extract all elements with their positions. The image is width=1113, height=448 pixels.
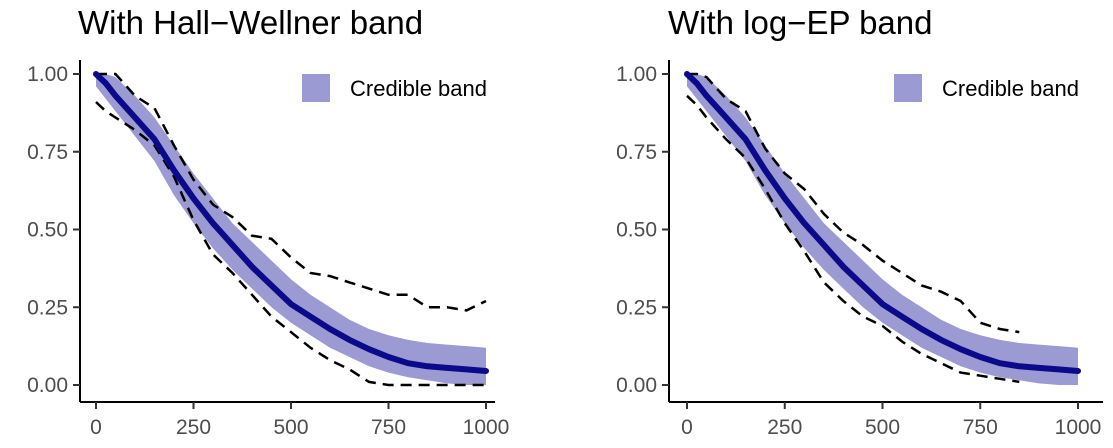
x-tick-label: 750 <box>371 416 406 439</box>
y-tick-label: 0.25 <box>27 296 68 319</box>
legend: Credible band <box>894 74 1079 102</box>
x-tick-label: 500 <box>273 416 308 439</box>
x-tick-label: 250 <box>767 416 802 439</box>
chart-title: With Hall−Wellner band <box>78 4 423 41</box>
y-tick-label: 1.00 <box>27 63 68 86</box>
y-tick-label: 0.50 <box>27 219 68 242</box>
x-tick-label: 250 <box>176 416 211 439</box>
right-panel-log-ep: With log−EP band 0.00 0.25 0.50 0.75 1.00 0 250… <box>616 4 1103 439</box>
upper-dashed-bound <box>96 72 487 312</box>
posterior-mean-line <box>93 71 489 374</box>
chart-title: With log−EP band <box>668 4 932 41</box>
x-tick-label: 500 <box>865 416 900 439</box>
x-tick-label: 750 <box>963 416 998 439</box>
y-tick-label: 0.00 <box>27 374 68 397</box>
y-tick-label: 0.50 <box>616 219 657 242</box>
upper-dashed-bound <box>687 72 1020 334</box>
y-tick-label: 0.75 <box>616 141 657 164</box>
legend-label: Credible band <box>942 76 1079 101</box>
x-tick-label: 0 <box>90 416 102 439</box>
y-tick-label: 1.00 <box>616 63 657 86</box>
x-tick-label: 1000 <box>1055 416 1102 439</box>
x-tick-label: 0 <box>681 416 693 439</box>
y-tick-label: 0.75 <box>27 141 68 164</box>
legend: Credible band <box>302 74 487 102</box>
lower-dashed-bound <box>686 94 1020 384</box>
posterior-mean-line <box>684 71 1081 374</box>
left-panel-hall-wellner: With Hall−Wellner band 0.00 0.25 0.50 0.75 1.… <box>27 4 509 439</box>
legend-key-credible-band <box>894 74 922 102</box>
legend-key-credible-band <box>302 74 330 102</box>
legend-label: Credible band <box>350 76 487 101</box>
lower-dashed-bound <box>95 101 486 387</box>
y-tick-label: 0.00 <box>616 374 657 397</box>
x-tick-label: 1000 <box>463 416 510 439</box>
credible-band <box>96 74 486 385</box>
y-tick-label: 0.25 <box>616 296 657 319</box>
credible-band <box>687 74 1078 385</box>
